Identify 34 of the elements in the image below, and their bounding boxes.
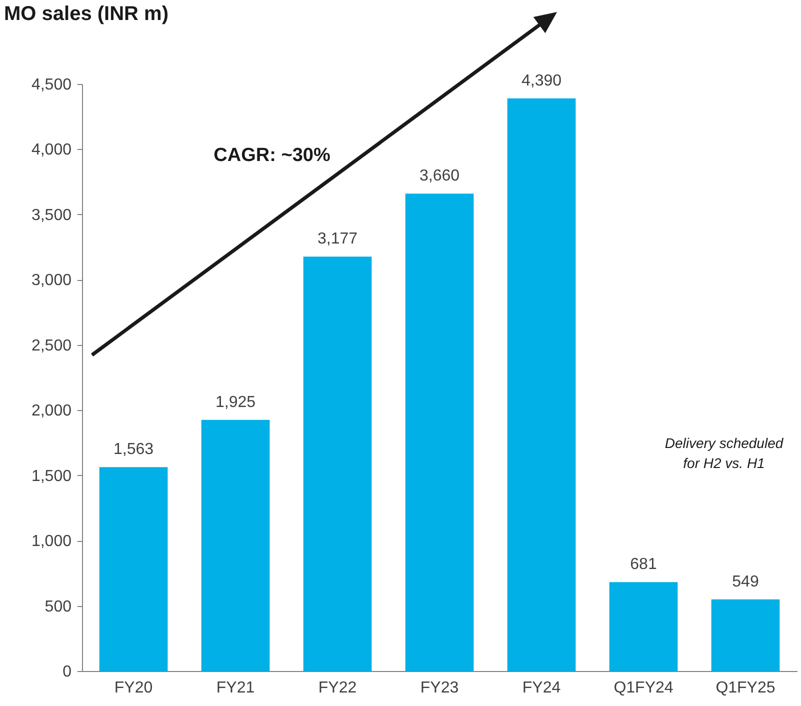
- bar: [99, 467, 168, 671]
- y-tick-label: 1,500: [31, 468, 72, 485]
- bar: [609, 582, 678, 671]
- annotation: Delivery scheduled for H2 vs. H1: [664, 435, 784, 471]
- x-tick-label: FY21: [216, 680, 255, 696]
- data-label: 549: [732, 573, 759, 590]
- y-tick-label: 0: [62, 664, 72, 680]
- bar: [711, 599, 780, 671]
- y-tick-label: 3,000: [31, 272, 72, 290]
- data-label: 1,563: [113, 441, 154, 458]
- x-tick-label: Q1FY24: [614, 680, 674, 696]
- x-tick-label: FY20: [114, 680, 153, 696]
- bar: [405, 194, 474, 671]
- data-label: 681: [630, 556, 657, 574]
- y-tick-label: 2,500: [31, 337, 72, 354]
- x-tick-label: FY23: [420, 680, 459, 696]
- x-tick-label: Q1FY25: [716, 680, 776, 696]
- bar: [303, 256, 372, 671]
- data-label: 3,660: [419, 168, 460, 185]
- y-tick-label: 500: [44, 598, 72, 616]
- bar: [201, 420, 270, 671]
- bar: [507, 98, 576, 671]
- data-label: 4,390: [521, 72, 562, 90]
- y-tick-label: 4,000: [31, 142, 72, 159]
- x-tick-label: FY24: [522, 680, 561, 696]
- y-tick-label: 2,000: [31, 402, 72, 420]
- x-tick-label: FY22: [318, 680, 357, 696]
- y-tick-label: 4,500: [31, 76, 72, 94]
- data-label: 3,177: [317, 230, 358, 248]
- data-label: 1,925: [215, 394, 256, 411]
- y-tick-label: 1,000: [31, 533, 72, 550]
- chart-title: MO sales (INR m): [4, 3, 168, 25]
- annotation: CAGR: ~30%: [214, 145, 330, 166]
- y-tick-label: 3,500: [31, 206, 72, 224]
